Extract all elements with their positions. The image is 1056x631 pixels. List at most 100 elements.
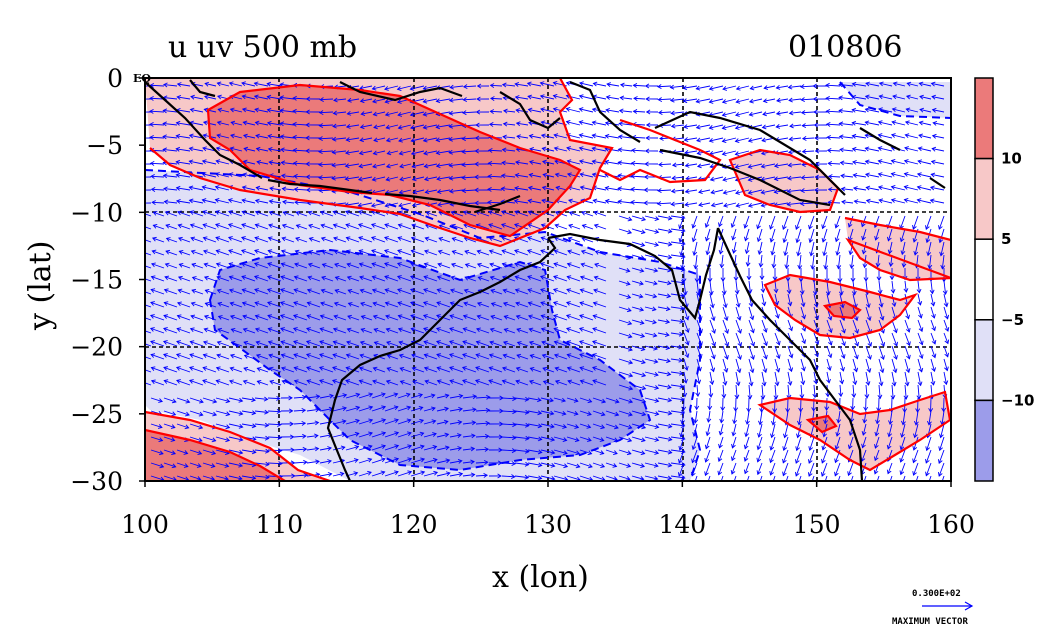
wind-vector-head bbox=[807, 459, 813, 464]
wind-vector bbox=[345, 150, 360, 154]
wind-vector bbox=[865, 345, 872, 360]
wind-vector-head bbox=[587, 398, 593, 404]
wind-vector bbox=[841, 188, 854, 191]
wind-vector bbox=[178, 237, 191, 243]
wind-vector bbox=[801, 111, 815, 114]
wind-vector-head bbox=[822, 432, 827, 438]
wind-vector bbox=[516, 328, 529, 334]
wind-vector bbox=[931, 173, 945, 178]
wind-vector bbox=[529, 341, 542, 347]
wind-vector bbox=[711, 189, 724, 194]
wind-vector-head bbox=[423, 353, 429, 358]
wind-vector-head bbox=[943, 380, 949, 386]
wind-vector-head bbox=[565, 81, 571, 86]
wind-vector bbox=[490, 289, 503, 295]
wind-vector-head bbox=[472, 394, 478, 400]
wind-vector bbox=[528, 489, 541, 491]
wind-vector bbox=[241, 410, 256, 414]
wind-vector-head bbox=[448, 353, 454, 358]
wind-vector-head bbox=[735, 85, 741, 91]
wind-vector bbox=[398, 328, 412, 334]
wind-vector-head bbox=[515, 108, 521, 113]
wind-vector-head bbox=[657, 84, 662, 90]
wind-vector-head bbox=[761, 137, 767, 143]
wind-vector-head bbox=[321, 263, 327, 268]
wind-vector-head bbox=[592, 379, 598, 384]
wind-vector bbox=[176, 379, 191, 386]
wind-vector-head bbox=[730, 456, 736, 462]
wind-vector-head bbox=[268, 199, 274, 204]
wind-vector bbox=[452, 237, 464, 243]
wind-vector bbox=[757, 449, 763, 462]
wind-vector-head bbox=[503, 108, 508, 114]
wind-vector-head bbox=[242, 379, 248, 385]
wind-vector bbox=[693, 489, 697, 503]
wind-vector-head bbox=[158, 398, 163, 403]
wind-vector bbox=[566, 436, 579, 442]
wind-vector-head bbox=[852, 380, 858, 386]
wind-vector-head bbox=[841, 328, 846, 334]
wind-vector-head bbox=[892, 81, 898, 87]
wind-vector-head bbox=[865, 172, 870, 178]
wind-vector bbox=[386, 328, 399, 334]
wind-vector-head bbox=[514, 173, 520, 178]
wind-vector bbox=[449, 380, 464, 386]
wind-vector-head bbox=[163, 301, 169, 306]
wind-vector-head bbox=[211, 450, 217, 456]
wind-vector bbox=[644, 306, 656, 311]
wind-vector-head bbox=[591, 353, 597, 358]
wind-vector-head bbox=[175, 185, 181, 191]
wind-vector bbox=[319, 460, 332, 464]
wind-vector bbox=[475, 396, 490, 399]
wind-vector bbox=[293, 302, 308, 308]
wind-vector bbox=[696, 85, 711, 90]
wind-vector-head bbox=[756, 457, 762, 463]
wind-vector bbox=[605, 161, 620, 165]
wind-vector-head bbox=[488, 210, 493, 215]
wind-vector bbox=[925, 462, 932, 476]
wind-vector-head bbox=[359, 340, 365, 346]
wind-vector-head bbox=[474, 161, 479, 167]
wind-vector bbox=[190, 489, 201, 493]
wind-vector-head bbox=[177, 223, 183, 229]
wind-vector-head bbox=[204, 289, 210, 294]
wind-vector bbox=[306, 447, 319, 451]
wind-vector-head bbox=[643, 174, 649, 180]
wind-vector bbox=[294, 488, 308, 489]
wind-vector bbox=[437, 380, 451, 386]
wind-vector-head bbox=[190, 94, 195, 100]
wind-vector bbox=[150, 97, 165, 100]
wind-vector bbox=[718, 215, 724, 227]
wind-vector bbox=[359, 163, 373, 168]
wind-vector bbox=[189, 186, 204, 191]
wind-vector bbox=[255, 211, 269, 217]
wind-vector-head bbox=[939, 498, 943, 502]
wind-vector-head bbox=[705, 485, 709, 489]
wind-vector bbox=[514, 200, 529, 204]
wind-vector bbox=[399, 176, 412, 181]
wind-vector bbox=[837, 254, 841, 269]
wind-vector-head bbox=[281, 236, 287, 242]
wind-vector bbox=[709, 319, 716, 334]
wind-vector bbox=[915, 475, 919, 481]
wind-vector-head bbox=[189, 366, 194, 371]
wind-vector bbox=[215, 186, 230, 191]
wind-vector bbox=[202, 397, 217, 403]
wind-vector-head bbox=[878, 198, 884, 204]
wind-vector-head bbox=[137, 110, 140, 114]
wind-vector bbox=[800, 332, 806, 344]
wind-vector-head bbox=[406, 405, 412, 411]
wind-vector-head bbox=[542, 366, 548, 372]
wind-vector-head bbox=[320, 223, 326, 229]
wind-vector bbox=[796, 436, 802, 451]
wind-vector bbox=[541, 237, 555, 243]
wind-vector-head bbox=[744, 432, 750, 438]
colorbar-swatch bbox=[974, 157, 994, 240]
wind-vector-head bbox=[163, 314, 169, 319]
wind-vector-head bbox=[614, 490, 618, 494]
wind-vector bbox=[241, 82, 256, 87]
wind-vector bbox=[176, 353, 191, 360]
wind-vector bbox=[764, 85, 776, 89]
wind-vector bbox=[361, 111, 373, 115]
wind-vector bbox=[696, 280, 700, 295]
